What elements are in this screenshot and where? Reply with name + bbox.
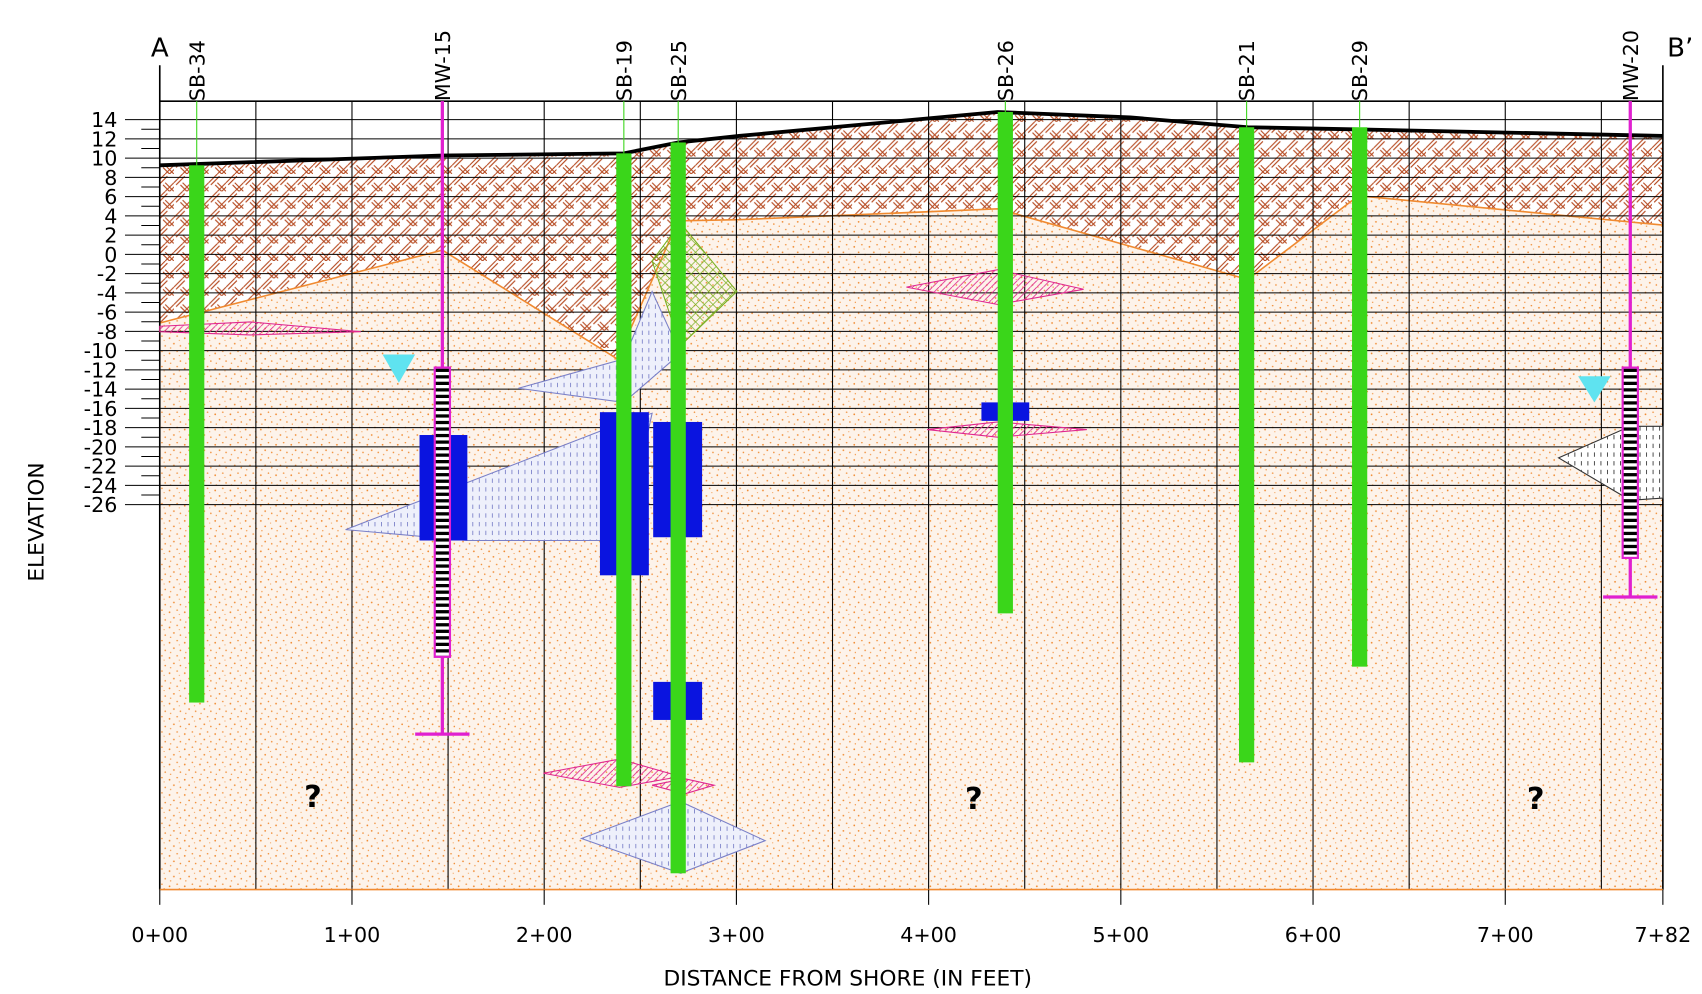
y-tick-label: -26 <box>84 493 118 517</box>
boring-label: SB-26 <box>994 40 1018 101</box>
y-tick-label: -2 <box>97 262 118 286</box>
y-tick-label: -16 <box>84 397 118 421</box>
x-tick-label: 4+00 <box>900 923 957 947</box>
x-axis-label: DISTANCE FROM SHORE (IN FEET) <box>663 966 1032 991</box>
soil-boring <box>616 153 632 787</box>
water-level <box>382 354 416 383</box>
y-tick-label: -12 <box>84 358 118 382</box>
unknown-marker: ? <box>1527 782 1545 817</box>
y-tick-label: -20 <box>84 435 118 459</box>
fill-boundary <box>159 194 1663 361</box>
y-tick-label: -8 <box>97 320 118 344</box>
well-screen <box>1621 366 1639 559</box>
boring-label: MW-20 <box>1619 30 1643 101</box>
y-tick-label: -18 <box>84 416 118 440</box>
y-tick-label: 0 <box>104 243 117 267</box>
clay-lens <box>906 269 1084 306</box>
x-tick-label: 1+00 <box>324 923 381 947</box>
ground-surface <box>159 110 1663 168</box>
y-tick-label: -14 <box>84 378 118 402</box>
soil-boring <box>670 142 686 874</box>
x-tick-label: 0+00 <box>131 923 188 947</box>
y-tick-label: 6 <box>104 185 117 209</box>
section-mark-left: A <box>151 34 169 64</box>
unknown-marker: ? <box>304 780 322 815</box>
x-tick-label: 6+00 <box>1285 923 1342 947</box>
soil-boring <box>189 165 205 703</box>
boring-label: SB-19 <box>612 40 636 101</box>
boring-label: SB-34 <box>185 40 209 101</box>
y-tick-label: -24 <box>84 474 118 498</box>
clay-lens <box>159 321 361 336</box>
fill-layer <box>159 112 1663 359</box>
x-tick-label: 7+82 <box>1635 923 1692 947</box>
y-tick-label: -4 <box>97 281 118 305</box>
y-tick-label: -22 <box>84 455 118 479</box>
x-tick-label: 2+00 <box>516 923 573 947</box>
x-tick-label: 7+00 <box>1477 923 1534 947</box>
soil-boring <box>1239 127 1255 763</box>
section-mark-right: B’ <box>1667 34 1693 64</box>
boring-label: SB-21 <box>1235 40 1259 101</box>
y-axis-label: ELEVATION <box>24 462 49 581</box>
y-tick-label: 2 <box>104 224 117 248</box>
boring-label: SB-29 <box>1348 40 1372 101</box>
y-tick-label: 4 <box>104 204 117 228</box>
y-tick-label: -6 <box>97 301 118 325</box>
x-tick-label: 5+00 <box>1092 923 1149 947</box>
unknown-marker: ? <box>965 782 983 817</box>
boring-label: MW-15 <box>431 30 455 101</box>
water-level <box>1578 376 1611 403</box>
y-tick-label: 8 <box>104 166 117 190</box>
silt-lens <box>518 290 682 403</box>
boring-label: SB-25 <box>667 40 691 101</box>
y-tick-label: -10 <box>84 339 118 363</box>
soil-boring <box>1352 127 1368 667</box>
y-tick-label: 14 <box>91 108 117 132</box>
soil-boring <box>997 112 1013 614</box>
y-tick-label: 12 <box>91 127 117 151</box>
well-screen <box>433 366 452 658</box>
y-tick-label: 10 <box>91 147 117 171</box>
x-tick-label: 3+00 <box>708 923 765 947</box>
